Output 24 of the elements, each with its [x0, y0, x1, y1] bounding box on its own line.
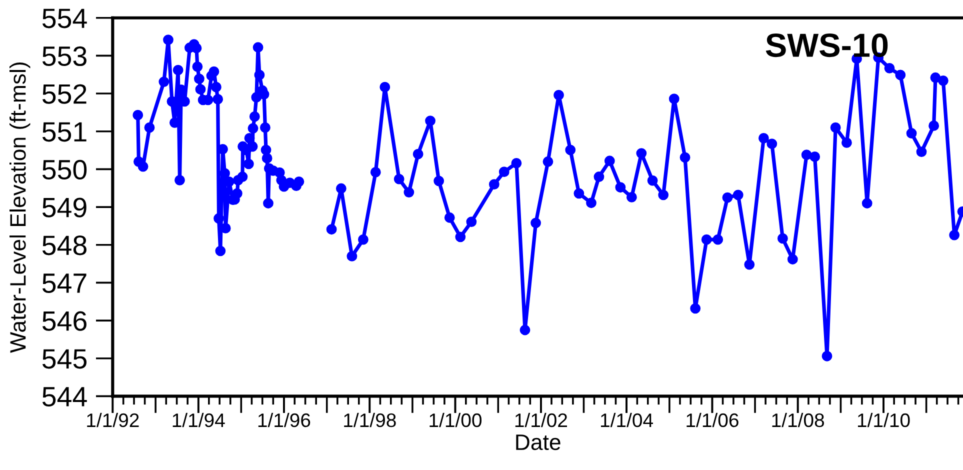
x-tick-label: 1/1/00 [430, 412, 482, 428]
y-tick-label: 546 [42, 311, 86, 331]
x-tick-label: 1/1/10 [858, 412, 910, 428]
x-tick-label: 1/1/94 [172, 412, 225, 428]
y-tick-label: 550 [42, 160, 87, 180]
y-axis-title: Water-Level Elevation (ft-msl) [10, 62, 30, 353]
y-tick-label: 545 [42, 349, 87, 369]
x-tick-label: 1/1/96 [258, 412, 310, 428]
y-tick-label: 553 [42, 46, 86, 66]
x-axis-title: Date [516, 434, 560, 450]
y-tick-label: 554 [42, 8, 87, 28]
chart-title: SWS-10 [766, 33, 888, 58]
x-tick-label: 1/1/92 [87, 412, 139, 428]
x-tick-label: 1/1/04 [600, 412, 653, 428]
y-tick-label: 552 [42, 84, 86, 104]
y-tick-label: 551 [42, 122, 86, 142]
x-tick-label: 1/1/02 [515, 412, 567, 428]
y-tick-label: 549 [42, 198, 86, 218]
y-tick-label: 547 [42, 274, 86, 294]
y-tick-label: 544 [42, 387, 87, 407]
y-tick-label: 548 [42, 236, 86, 256]
x-tick-label: 1/1/08 [772, 412, 824, 428]
x-tick-label: 1/1/98 [344, 412, 396, 428]
x-tick-label: 1/1/06 [686, 412, 738, 428]
